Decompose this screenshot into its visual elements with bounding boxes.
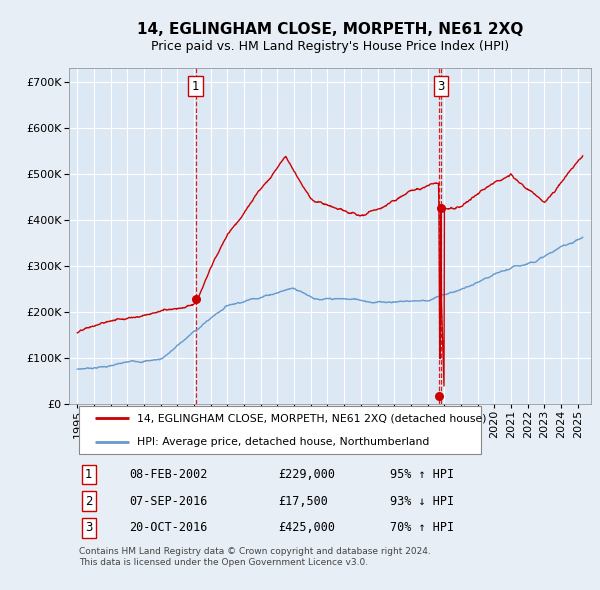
Text: Contains HM Land Registry data © Crown copyright and database right 2024.
This d: Contains HM Land Registry data © Crown c…	[79, 548, 431, 567]
Text: 14, EGLINGHAM CLOSE, MORPETH, NE61 2XQ: 14, EGLINGHAM CLOSE, MORPETH, NE61 2XQ	[137, 22, 523, 37]
Text: £17,500: £17,500	[278, 494, 328, 507]
Text: 20-OCT-2016: 20-OCT-2016	[129, 522, 208, 535]
Text: 70% ↑ HPI: 70% ↑ HPI	[390, 522, 454, 535]
Text: 08-FEB-2002: 08-FEB-2002	[129, 468, 208, 481]
Text: £425,000: £425,000	[278, 522, 335, 535]
Text: 3: 3	[437, 80, 445, 93]
Text: 3: 3	[85, 522, 92, 535]
Text: Price paid vs. HM Land Registry's House Price Index (HPI): Price paid vs. HM Land Registry's House …	[151, 40, 509, 53]
Text: 2: 2	[85, 494, 92, 507]
Text: 07-SEP-2016: 07-SEP-2016	[129, 494, 208, 507]
Text: 93% ↓ HPI: 93% ↓ HPI	[390, 494, 454, 507]
Text: 1: 1	[85, 468, 92, 481]
Text: 95% ↑ HPI: 95% ↑ HPI	[390, 468, 454, 481]
Text: £229,000: £229,000	[278, 468, 335, 481]
Text: 1: 1	[192, 80, 199, 93]
Text: HPI: Average price, detached house, Northumberland: HPI: Average price, detached house, Nort…	[137, 437, 429, 447]
Text: 14, EGLINGHAM CLOSE, MORPETH, NE61 2XQ (detached house): 14, EGLINGHAM CLOSE, MORPETH, NE61 2XQ (…	[137, 413, 487, 423]
FancyBboxPatch shape	[79, 406, 481, 454]
